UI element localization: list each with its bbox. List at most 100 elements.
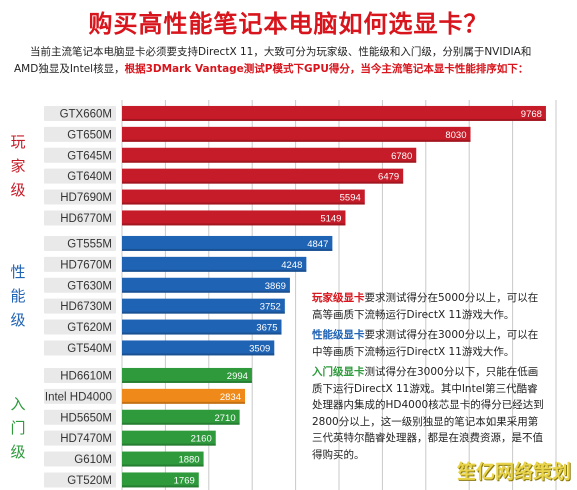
bar <box>122 367 252 383</box>
category-label-box <box>44 256 116 272</box>
bar-shadow <box>122 223 346 226</box>
bar-shadow <box>122 248 333 251</box>
bar <box>122 168 404 184</box>
category-label: GT620M <box>67 322 112 334</box>
data-label: 8030 <box>445 130 466 141</box>
bar <box>122 388 245 404</box>
bar-shadow <box>122 353 275 356</box>
category-label: GT520M <box>67 475 112 487</box>
category-label: HD6730M <box>60 301 112 313</box>
bar-shadow <box>122 139 471 142</box>
data-label: 4847 <box>307 239 328 250</box>
bar <box>122 147 417 163</box>
bar <box>122 430 216 446</box>
data-label: 9768 <box>521 109 542 120</box>
bar-shadow <box>122 118 546 121</box>
category-label: HD5650M <box>60 412 112 424</box>
category-label-box <box>44 319 116 335</box>
category-label-box <box>44 168 116 184</box>
category-label-box <box>44 472 116 488</box>
data-label: 5594 <box>340 193 361 204</box>
bar-shadow <box>122 332 282 335</box>
category-label-box <box>44 210 116 226</box>
intro-text: 当前主流笔记本电脑显卡必须要支持DirectX 11，大致可分为玩家级、性能级和… <box>14 44 569 78</box>
data-label: 6780 <box>391 151 412 162</box>
category-label: GT640M <box>67 171 112 183</box>
data-label: 2834 <box>220 392 241 403</box>
category-label: GT540M <box>67 343 112 355</box>
category-label-box <box>44 388 116 404</box>
bar <box>122 256 307 272</box>
bar-shadow <box>122 160 417 163</box>
bar <box>122 210 346 226</box>
data-label: 5149 <box>320 213 341 224</box>
data-label: 1769 <box>174 475 195 486</box>
group-label: 入门级 <box>10 394 26 461</box>
bar-shadow <box>122 422 240 425</box>
intro-line-2-highlight: 根据3DMark Vantage测试P模式下GPU得分，当今主流笔记本显卡性能排… <box>124 63 529 75</box>
category-label-box <box>44 409 116 425</box>
category-label-box <box>44 189 116 205</box>
bar <box>122 472 199 488</box>
data-label: 2160 <box>191 434 212 445</box>
intro-line-1: 当前主流笔记本电脑显卡必须要支持DirectX 11，大致可分为玩家级、性能级和… <box>30 46 532 58</box>
bar-shadow <box>122 311 285 314</box>
intro-line-2: AMD独显及Intel核显，根据3DMark Vantage测试P模式下GPU得… <box>14 61 569 78</box>
bar-shadow <box>122 202 365 205</box>
bar <box>122 277 290 293</box>
bar <box>122 451 204 467</box>
data-label: 6479 <box>378 172 399 183</box>
annotation-performance-text: 要求测试得分在3000分以上，可以在中等画质下流畅运行DirectX 11游戏大… <box>312 329 539 358</box>
category-label: GT650M <box>67 129 112 141</box>
group-label: 性能级 <box>10 262 26 329</box>
bar-shadow <box>122 464 204 467</box>
bar <box>122 409 240 425</box>
category-label-box <box>44 235 116 251</box>
category-label: Intel HD4000 <box>45 391 112 403</box>
category-label: GT645M <box>67 150 112 162</box>
category-label: G610M <box>74 454 112 466</box>
annotation-enthusiast-title: 玩家级显卡 <box>312 292 365 304</box>
category-label-box <box>44 105 116 121</box>
data-label: 2710 <box>214 413 235 424</box>
category-label-box <box>44 277 116 293</box>
data-label: 1880 <box>178 455 199 466</box>
data-label: 3752 <box>260 302 281 313</box>
annotation-entry-text: 测试得分在3000分以下，只能在低画质下运行DirectX 11游戏。其中Int… <box>312 366 544 461</box>
bar <box>122 105 546 121</box>
category-label: HD7670M <box>60 259 112 271</box>
data-label: 2994 <box>227 371 248 382</box>
category-label: GT630M <box>67 280 112 292</box>
bar-shadow <box>122 380 252 383</box>
bar-shadow <box>122 269 307 272</box>
category-label-box <box>44 367 116 383</box>
bar <box>122 126 471 142</box>
bar <box>122 319 282 335</box>
bar-shadow <box>122 181 404 184</box>
watermark-logo: 笙亿网络策划 <box>456 461 571 483</box>
annotation-entry-title: 入门级显卡 <box>312 366 365 378</box>
bar-shadow <box>122 290 290 293</box>
bar-shadow <box>122 401 245 404</box>
annotation-enthusiast-text: 要求测试得分在5000分以上，可以在高等画质下流畅运行DirectX 11游戏大… <box>312 292 539 321</box>
category-label: GTX660M <box>60 108 112 120</box>
annotation-enthusiast: 玩家级显卡要求测试得分在5000分以上，可以在高等画质下流畅运行DirectX … <box>312 290 548 323</box>
bar-shadow <box>122 485 199 488</box>
bar <box>122 298 285 314</box>
bar-shadow <box>122 443 216 446</box>
bar <box>122 189 365 205</box>
data-label: 3509 <box>249 343 270 354</box>
category-label: GT555M <box>67 238 112 250</box>
category-label: HD7690M <box>60 192 112 204</box>
annotation-entry: 入门级显卡测试得分在3000分以下，只能在低画质下运行DirectX 11游戏。… <box>312 364 548 463</box>
category-label-box <box>44 451 116 467</box>
category-label-box <box>44 430 116 446</box>
data-label: 3869 <box>265 281 286 292</box>
category-label: HD6610M <box>60 370 112 382</box>
group-label: 玩家级 <box>10 132 26 199</box>
category-label-box <box>44 126 116 142</box>
category-label: HD7470M <box>60 433 112 445</box>
annotation-performance: 性能级显卡要求测试得分在3000分以上，可以在中等画质下流畅运行DirectX … <box>312 327 548 360</box>
data-label: 3675 <box>256 323 277 334</box>
